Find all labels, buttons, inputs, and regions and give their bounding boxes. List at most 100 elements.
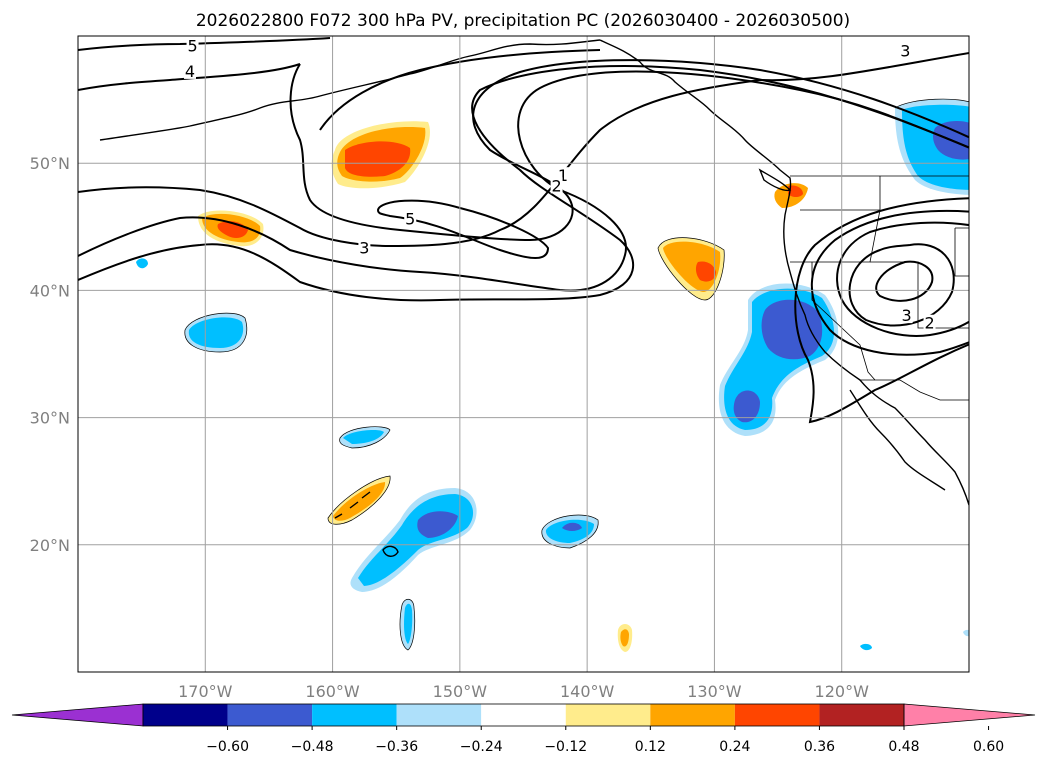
colorbar-extend-max	[903, 703, 1036, 727]
colorbar-segment	[650, 704, 735, 726]
precip-outlines	[184, 98, 969, 651]
longitude-labels: 170°W 160°W 150°W 140°W 130°W 120°W	[178, 682, 869, 701]
colorbar-extend-min	[11, 703, 144, 727]
longitude-label: 120°W	[815, 682, 870, 701]
pv-contours	[78, 37, 969, 424]
pv-contour-trough	[794, 197, 969, 424]
precip-shading	[136, 99, 969, 652]
map-frame	[77, 35, 970, 673]
colorbar-segment	[227, 704, 313, 726]
precip-positive-area	[345, 141, 411, 177]
colorbar-segment	[312, 704, 397, 726]
precip-negative-area	[963, 629, 969, 637]
colorbar-label: 0.12	[635, 739, 666, 755]
alaska-coast	[99, 39, 601, 141]
colorbar-segment	[819, 704, 904, 726]
latitude-label: 40°N	[30, 281, 70, 300]
contour-label: 1	[558, 166, 568, 185]
precip-outline	[184, 312, 248, 353]
contour-label-bg	[900, 307, 913, 324]
longitude-label: 160°W	[305, 682, 360, 701]
pv-contour-low-2	[848, 243, 955, 327]
colorbar-label: −0.24	[460, 739, 503, 755]
hawaii-island	[382, 545, 399, 557]
longitude-label: 130°W	[687, 682, 742, 701]
contour-label-bg	[923, 314, 936, 331]
state-border	[800, 176, 881, 211]
precip-negative-area	[545, 519, 594, 543]
colorbar: −0.60 −0.48 −0.36 −0.24 −0.12 0.12 0.24 0.36 0.4…	[11, 703, 1036, 755]
longitude-label: 170°W	[178, 682, 233, 701]
precip-negative-area	[136, 258, 148, 269]
hawaii-chain	[334, 491, 371, 519]
precip-positive-area	[695, 261, 716, 282]
precip-negative-area	[188, 317, 244, 348]
colorbar-frame	[142, 703, 905, 727]
pv-contour-2	[78, 65, 969, 302]
contour-label-bg	[899, 42, 912, 59]
colorbar-label: −0.36	[375, 739, 418, 755]
pv-contour-low-4	[810, 209, 969, 356]
gridlines	[78, 36, 969, 672]
colorbar-label: 0.60	[973, 739, 1004, 755]
contour-label: 5	[405, 209, 415, 228]
precip-negative-area	[562, 522, 582, 531]
latitude-label: 20°N	[30, 536, 70, 555]
state-border	[790, 209, 881, 263]
contour-label-bg	[404, 210, 417, 227]
colorbar-segment	[734, 704, 820, 726]
precip-outline	[399, 599, 416, 651]
precip-outline	[541, 514, 599, 549]
longitude-label: 150°W	[433, 682, 488, 701]
baja-coast	[849, 389, 946, 491]
pv-contour-low-1	[875, 260, 934, 302]
contour-label-bg	[550, 177, 563, 194]
colorbar-label: −0.60	[206, 739, 249, 755]
contour-label-bg	[358, 239, 371, 256]
pv-contour-1	[289, 59, 969, 242]
contour-label: 3	[902, 306, 912, 325]
contour-label: 2	[552, 176, 562, 195]
colorbar-segment	[565, 704, 651, 726]
precip-outline	[327, 475, 391, 525]
colorbar-segment	[396, 704, 482, 726]
precip-negative-area	[761, 299, 823, 360]
precip-positive-area	[788, 185, 803, 197]
latitude-label: 50°N	[30, 154, 70, 173]
pv-contour-5	[78, 37, 331, 51]
contour-label: 3	[359, 239, 369, 258]
colorbar-label: −0.12	[544, 739, 587, 755]
vancouver-island	[758, 168, 792, 192]
precip-negative-area	[404, 603, 413, 644]
pv-contour-4	[78, 63, 301, 91]
precip-negative-area	[733, 390, 760, 423]
colorbar-segment	[481, 704, 566, 726]
precip-negative-area	[343, 430, 384, 444]
pv-contour-3b	[78, 70, 969, 292]
state-border	[954, 227, 969, 277]
precip-outline	[339, 426, 391, 449]
precip-negative-area	[860, 643, 872, 651]
latitude-label: 30°N	[30, 409, 70, 428]
figure-title: 2026022800 F072 300 hPa PV, precipitatio…	[196, 11, 850, 31]
colorbar-segment	[143, 704, 228, 726]
contour-label: 3	[900, 42, 910, 61]
pv-contour-5-center	[376, 199, 550, 259]
precip-outline	[657, 237, 725, 301]
precip-positive-area	[620, 629, 629, 647]
precip-outline	[894, 98, 969, 109]
colorbar-label: 0.36	[804, 739, 835, 755]
latitude-labels: 20°N 30°N 40°N 50°N	[30, 154, 70, 555]
precip-negative-area	[417, 511, 458, 538]
us-mexico-border	[860, 379, 969, 401]
pv-contour-inner	[319, 49, 601, 131]
colorbar-label: 0.24	[719, 739, 750, 755]
contour-label-bg	[186, 37, 199, 54]
coastlines	[99, 39, 969, 557]
contour-label: 4	[185, 62, 195, 81]
contour-label: 5	[187, 36, 197, 55]
colorbar-label: −0.48	[291, 739, 334, 755]
